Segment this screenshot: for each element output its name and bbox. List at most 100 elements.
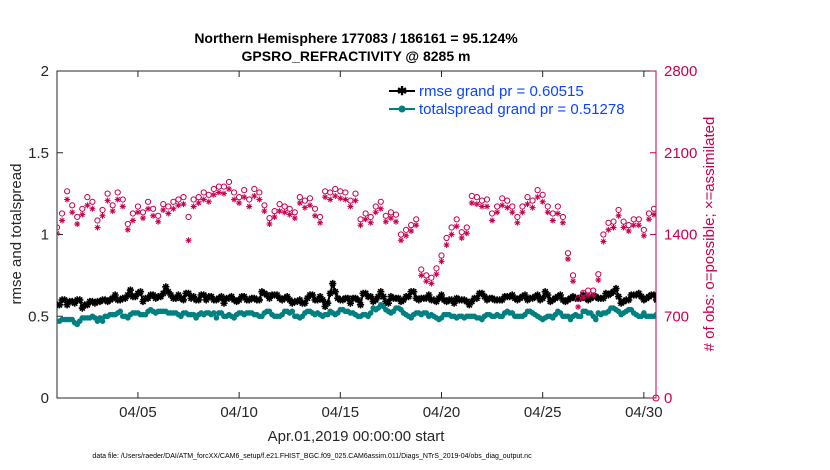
rmse-point xyxy=(749,285,756,292)
obs-possible-point xyxy=(397,231,405,238)
obs-assimilated-point xyxy=(630,222,637,229)
rmse-point xyxy=(448,296,456,304)
rmse-point xyxy=(792,288,799,295)
rmse-point xyxy=(609,288,618,296)
rmse-point xyxy=(321,302,329,310)
rmse-point xyxy=(432,297,440,306)
obs-assimilated-point xyxy=(752,207,758,213)
obs-possible-point xyxy=(99,206,106,214)
left-tick-label: 1.5 xyxy=(28,145,49,162)
plot-area: 04/05 04/10 04/15 04/20 04/25 04/30 0 0.5 1 1.5 2… xyxy=(28,63,809,421)
obs-assimilated-point xyxy=(291,215,298,222)
x-tick-label: 04/20 xyxy=(423,404,461,421)
right-tick-label: 700 xyxy=(664,308,689,325)
rmse-point xyxy=(121,294,129,302)
obs-assimilated-point xyxy=(732,168,738,174)
obs-assimilated-point xyxy=(261,208,268,215)
obs-assimilated-point xyxy=(524,201,531,208)
rmse-point xyxy=(790,285,797,292)
obs-zero-point xyxy=(652,394,660,402)
rmse-point xyxy=(405,293,413,301)
obs-possible-point xyxy=(753,202,758,207)
obs-assimilated-point xyxy=(605,226,612,233)
left-tick-label: 0.5 xyxy=(28,308,49,325)
rmse-point xyxy=(399,296,408,304)
obs-assimilated-point xyxy=(99,212,106,219)
obs-possible-point xyxy=(554,203,561,210)
right-tick-label: 0 xyxy=(664,390,672,407)
obs-possible-point xyxy=(392,211,400,218)
obs-assimilated-point xyxy=(514,219,521,226)
rmse-point xyxy=(422,294,430,302)
rmse-point xyxy=(111,291,119,299)
obs-assimilated-point xyxy=(554,210,561,217)
obs-assimilated-point xyxy=(185,237,192,244)
obs-possible-point xyxy=(635,216,642,223)
plot-frame xyxy=(56,70,657,399)
rmse-point xyxy=(676,295,683,302)
obs-assimilated-point xyxy=(453,223,460,230)
rmse-point xyxy=(556,291,564,299)
totalspread-point xyxy=(803,309,809,315)
legend-marker-rmse-icon: ✱ xyxy=(397,84,407,98)
obs-possible-point xyxy=(595,271,602,278)
rmse-point xyxy=(303,294,311,302)
obs-assimilated-point xyxy=(251,193,258,199)
obs-assimilated-point xyxy=(489,217,496,224)
rmse-point xyxy=(625,296,633,304)
rmse-point xyxy=(435,294,443,302)
obs-possible-point xyxy=(89,198,96,205)
obs-possible-point xyxy=(241,187,248,194)
obs-possible-point xyxy=(377,198,384,205)
rmse-point xyxy=(774,287,781,294)
obs-assimilated-point xyxy=(544,209,551,216)
totalspread-point xyxy=(790,310,796,316)
legend-marker-totalspread-icon xyxy=(398,105,406,113)
obs-possible-point xyxy=(144,198,152,205)
rmse-point xyxy=(136,288,145,296)
obs-assimilated-point xyxy=(165,210,172,217)
x-tick-label: 04/25 xyxy=(524,404,562,421)
totalspread-point xyxy=(768,305,774,311)
obs-assimilated-point xyxy=(221,190,227,197)
rmse-point xyxy=(144,294,152,302)
obs-possible-point xyxy=(494,203,501,210)
obs-possible-point xyxy=(539,191,546,198)
obs-possible-point xyxy=(69,202,76,209)
totalspread-point xyxy=(653,311,656,318)
obs-assimilated-point xyxy=(195,200,202,206)
rmse-point xyxy=(437,291,446,299)
obs-assimilated-point xyxy=(352,197,359,204)
rmse-point xyxy=(744,293,751,300)
obs-assimilated-point xyxy=(140,215,146,222)
obs-possible-point xyxy=(306,195,314,202)
totalspread-point xyxy=(780,310,786,316)
totalspread-point xyxy=(730,315,736,321)
obs-assimilated-point xyxy=(150,212,157,219)
rmse-point xyxy=(331,288,339,296)
obs-possible-point xyxy=(266,215,273,222)
rmse-point xyxy=(480,293,489,301)
obs-assimilated-point xyxy=(403,232,410,239)
x-tick-label: 04/10 xyxy=(220,404,258,421)
obs-possible-point xyxy=(332,185,339,193)
rmse-point xyxy=(666,296,673,303)
obs-possible-point xyxy=(509,203,516,210)
obs-possible-point xyxy=(74,213,81,221)
rmse-point xyxy=(767,295,774,302)
obs-possible-point xyxy=(682,210,687,215)
rmse-point xyxy=(463,297,471,306)
rmse-point xyxy=(57,301,64,309)
obs-assimilated-point xyxy=(246,203,253,210)
rmse-point xyxy=(296,296,304,304)
rmse-point xyxy=(658,288,665,295)
obs-possible-point xyxy=(559,213,567,221)
rmse-point xyxy=(779,296,786,303)
rmse-point xyxy=(227,293,236,301)
totalspread-point xyxy=(775,309,781,315)
obs-possible-point xyxy=(615,206,622,214)
right-tick-label: 2100 xyxy=(664,145,697,162)
left-tick-label: 2 xyxy=(41,63,49,80)
obs-possible-point xyxy=(84,194,91,201)
obs-assimilated-point xyxy=(200,196,207,203)
